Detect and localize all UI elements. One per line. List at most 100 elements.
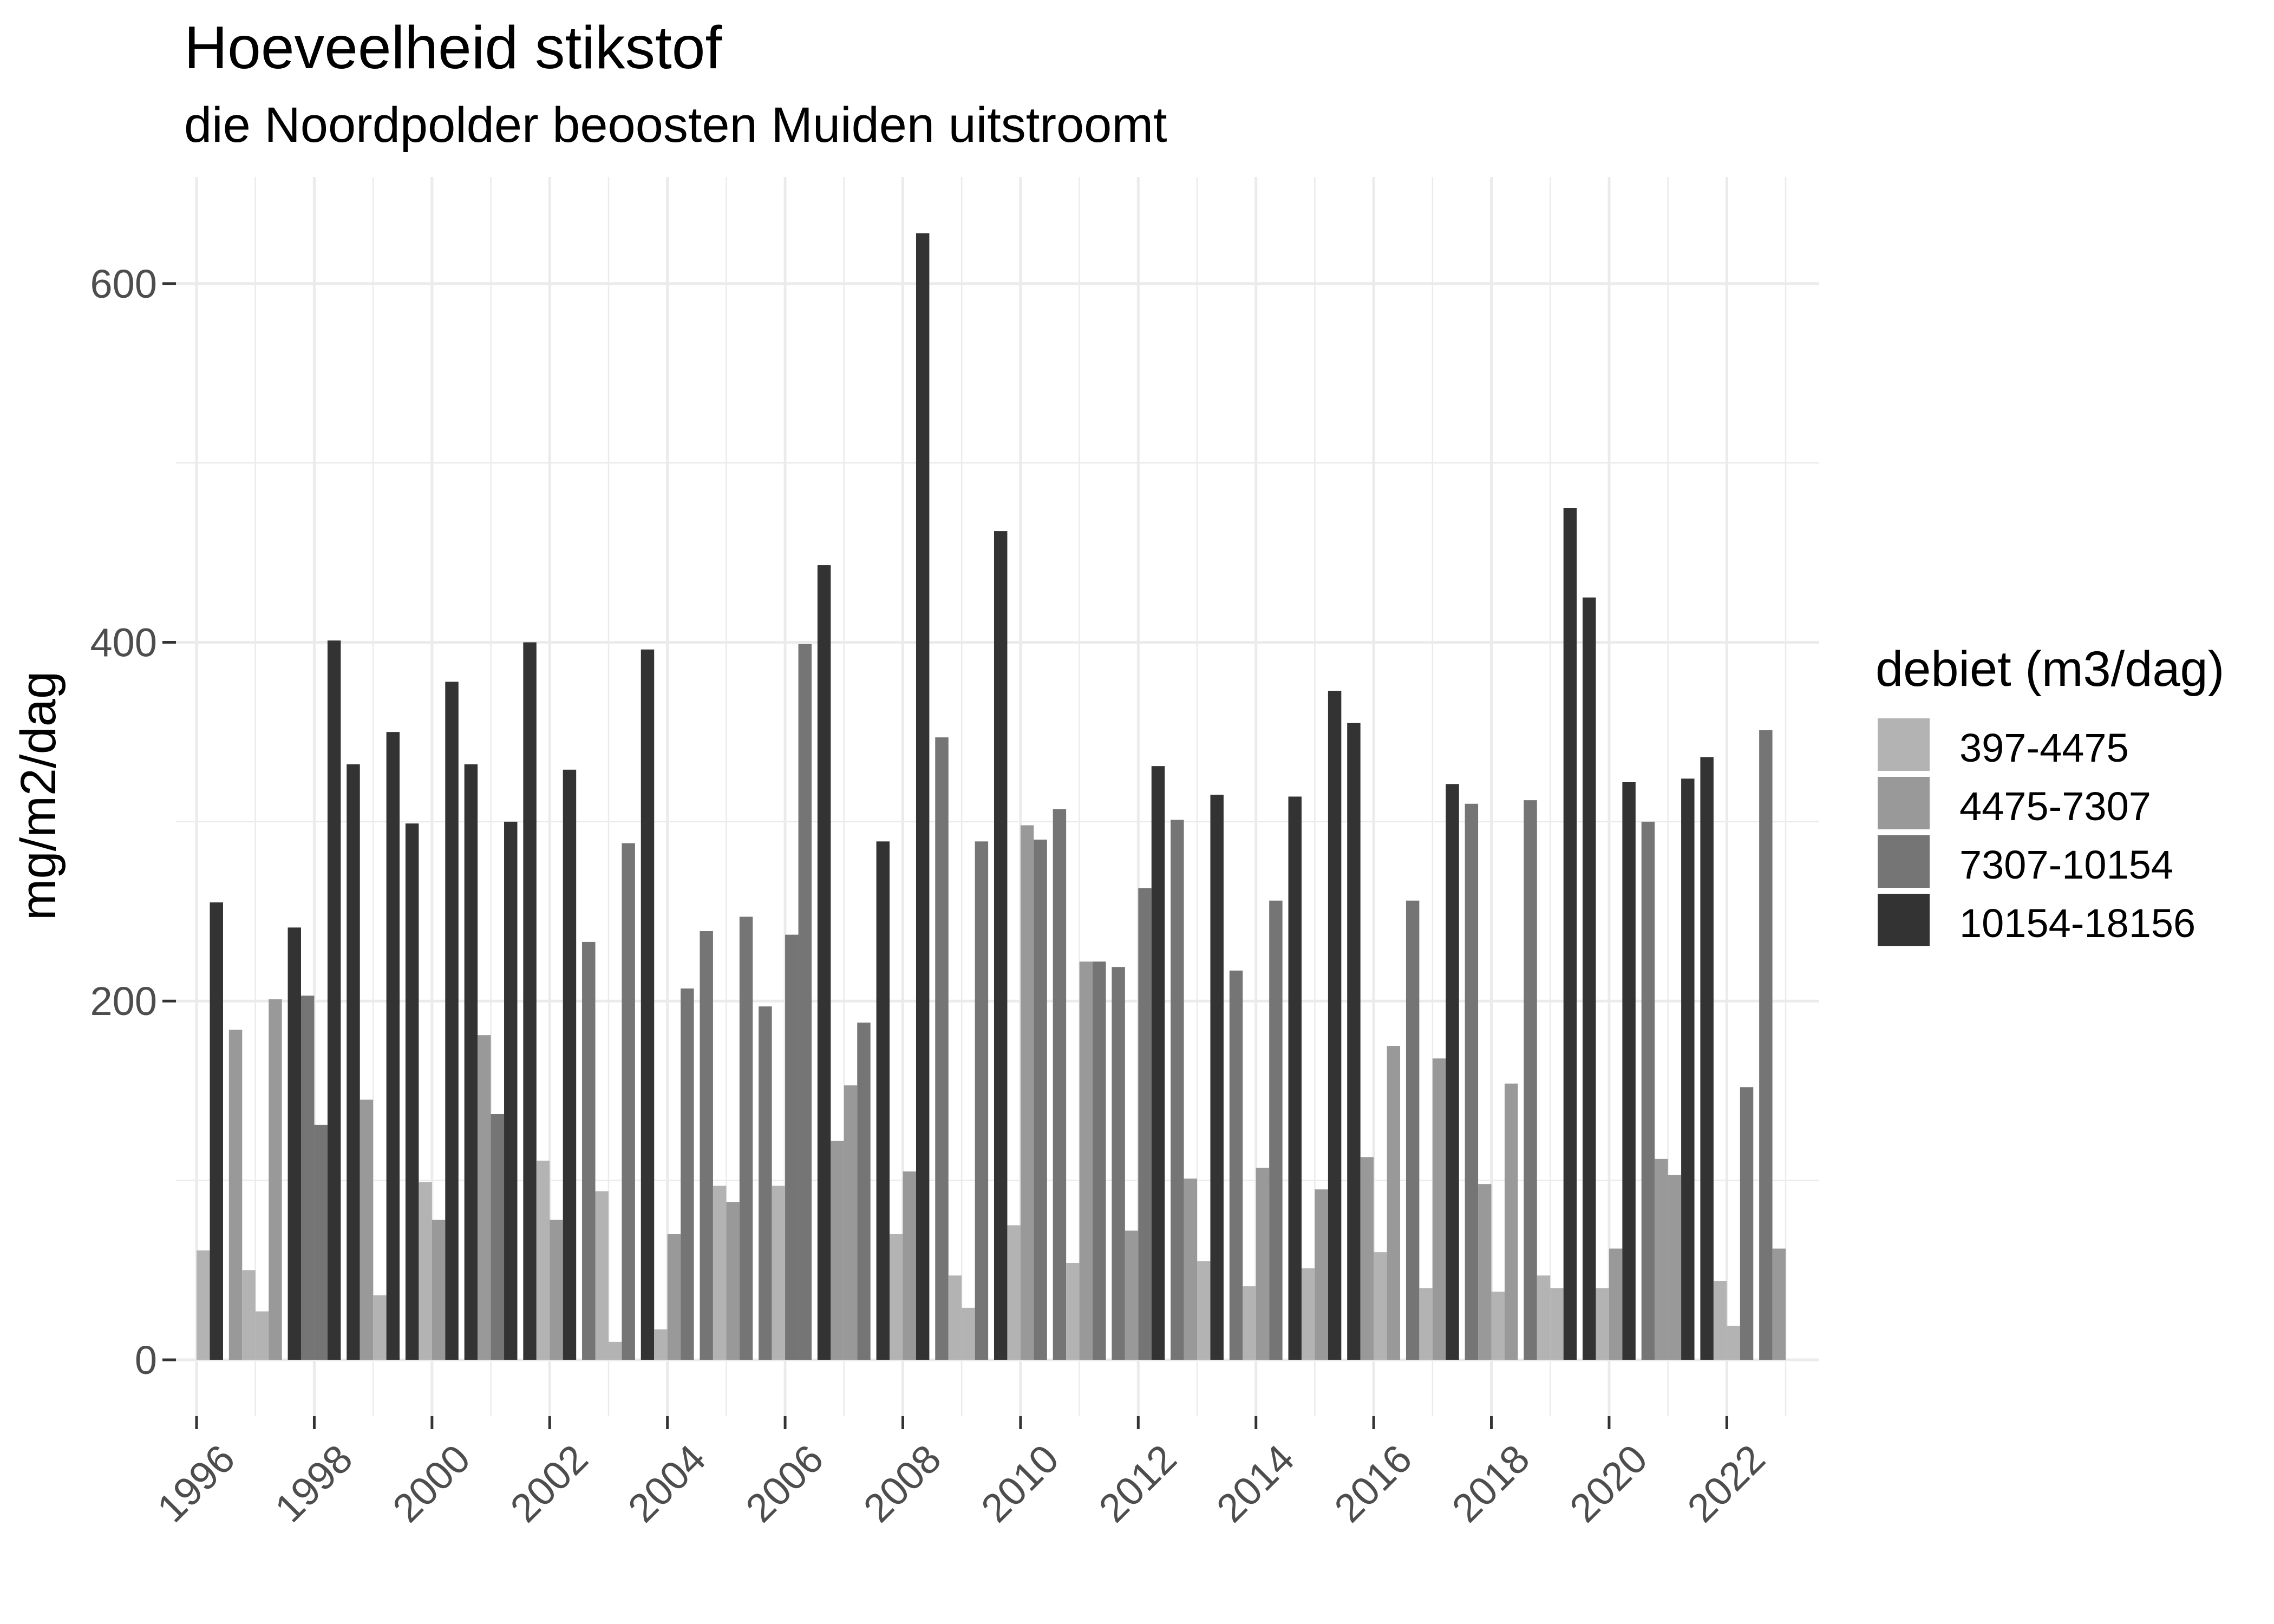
bar	[504, 821, 518, 1360]
bar	[876, 841, 890, 1360]
bar	[857, 1023, 871, 1360]
y-tick-label: 400	[90, 620, 157, 665]
bar	[831, 1141, 844, 1360]
bar	[916, 233, 930, 1360]
bar	[890, 1234, 903, 1360]
bar	[228, 1030, 243, 1360]
bar	[1288, 796, 1302, 1360]
bar	[1524, 800, 1537, 1360]
bar	[1093, 961, 1106, 1360]
bar	[1563, 508, 1577, 1360]
bar	[1387, 1046, 1401, 1360]
bar	[726, 1202, 740, 1360]
bar	[1138, 888, 1152, 1360]
bar	[622, 843, 635, 1360]
bar	[523, 642, 537, 1360]
bar	[817, 565, 831, 1360]
bar	[1020, 825, 1034, 1360]
bar	[255, 1311, 269, 1360]
legend-label: 4475-7307	[1959, 784, 2151, 829]
bar	[582, 941, 596, 1360]
bar	[1759, 730, 1773, 1360]
bars	[197, 233, 1786, 1360]
bar	[1197, 1261, 1211, 1360]
y-axis-title: mg/m2/dag	[11, 671, 66, 920]
legend-key	[1878, 718, 1930, 771]
bar	[1171, 820, 1184, 1360]
x-tick-label: 2022	[1679, 1436, 1774, 1531]
bar	[242, 1270, 256, 1360]
legend-title: debiet (m3/dag)	[1876, 641, 2224, 697]
bar	[1668, 1175, 1682, 1360]
bar	[713, 1186, 727, 1360]
bar	[1713, 1281, 1727, 1360]
bar	[1269, 900, 1283, 1360]
bar	[347, 764, 360, 1360]
bar	[1112, 967, 1125, 1360]
bar	[975, 841, 989, 1360]
bar	[1301, 1268, 1315, 1360]
legend-key	[1878, 894, 1930, 946]
bar	[935, 737, 949, 1360]
bar	[1328, 691, 1342, 1360]
bar	[1772, 1248, 1786, 1360]
x-tick-label: 2002	[501, 1436, 596, 1531]
y-tick-label: 200	[90, 979, 157, 1024]
legend-key	[1878, 777, 1930, 829]
bar	[608, 1341, 622, 1360]
bar	[1347, 723, 1361, 1360]
bar	[1622, 782, 1636, 1360]
chart-title: Hoeveelheid stikstof	[184, 14, 722, 81]
bar	[641, 649, 655, 1360]
bar	[1066, 1263, 1080, 1360]
bar	[1465, 803, 1479, 1360]
bar	[327, 640, 341, 1360]
bar	[595, 1191, 609, 1360]
bar	[373, 1295, 387, 1360]
legend-key	[1878, 835, 1930, 888]
bar	[1243, 1286, 1256, 1360]
bar	[1596, 1288, 1609, 1360]
bar	[287, 927, 301, 1360]
bar	[269, 999, 282, 1360]
bar	[419, 1182, 432, 1360]
bar	[300, 996, 315, 1360]
x-tick-label: 1996	[148, 1436, 243, 1531]
bar	[491, 1114, 505, 1360]
x-tick-label: 2012	[1090, 1436, 1185, 1531]
bar	[1374, 1252, 1387, 1360]
bar	[1315, 1189, 1328, 1360]
x-tick-label: 2006	[737, 1436, 832, 1531]
bar	[785, 934, 799, 1360]
bar	[1740, 1087, 1754, 1360]
bar	[464, 764, 478, 1360]
x-tick-label: 2000	[384, 1436, 479, 1531]
bar	[1229, 970, 1243, 1360]
bar	[1537, 1275, 1551, 1360]
bar	[197, 1250, 210, 1360]
bar	[1007, 1225, 1021, 1360]
bar	[667, 1234, 681, 1360]
bar	[1681, 778, 1695, 1360]
y-axis: 0 200 400 600	[90, 261, 176, 1383]
bar	[1550, 1288, 1564, 1360]
bar	[962, 1307, 975, 1360]
bar	[1727, 1325, 1740, 1360]
x-axis: 1996 1998 2000 2002 2004 2006 2008 2010 2012 2014…	[148, 1416, 1774, 1531]
bar	[1360, 1157, 1374, 1360]
x-tick-label: 2014	[1208, 1436, 1303, 1531]
bar	[314, 1124, 328, 1360]
bar	[563, 769, 577, 1360]
bar	[405, 823, 419, 1360]
bar	[550, 1220, 563, 1360]
legend-label: 7307-10154	[1959, 842, 2173, 887]
bar	[360, 1099, 374, 1360]
bar	[478, 1035, 491, 1360]
x-tick-label: 2004	[619, 1436, 714, 1531]
bar	[654, 1329, 668, 1360]
bar	[1034, 840, 1047, 1360]
bar	[844, 1085, 858, 1360]
bar	[210, 902, 223, 1360]
bar	[681, 988, 694, 1360]
